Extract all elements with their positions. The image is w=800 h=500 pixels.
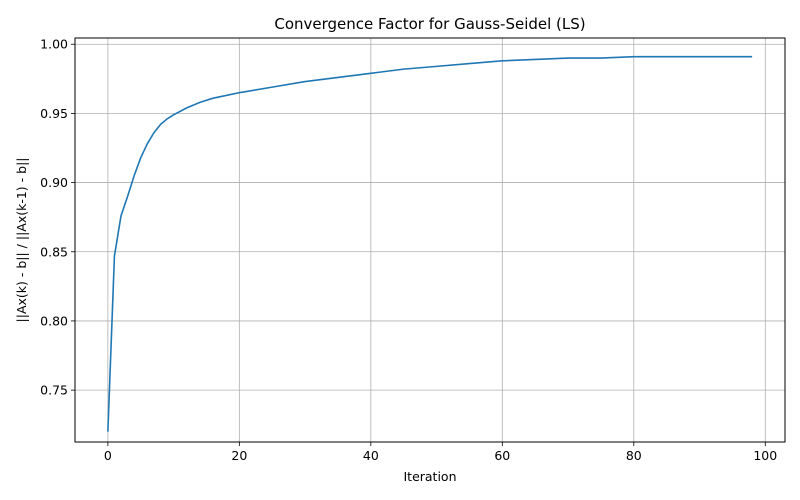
x-tick-label: 60	[494, 448, 510, 463]
ticks: 0 20 40 60 80 100 0.75 0.80 0.85 0.90 0.95 1.00	[40, 37, 777, 463]
x-tick-label: 0	[104, 448, 112, 463]
y-tick-label: 0.90	[40, 175, 68, 190]
series-line	[107, 55, 753, 432]
x-tick-label: 40	[363, 448, 379, 463]
y-tick-label: 1.00	[40, 37, 68, 52]
series-layer	[107, 55, 753, 432]
y-axis-label: ||Ax(k) - b|| / ||Ax(k-1) - b||	[14, 158, 29, 323]
y-tick-label: 0.85	[40, 244, 68, 259]
x-tick-label: 80	[626, 448, 642, 463]
x-tick-label: 20	[231, 448, 247, 463]
chart-title: Convergence Factor for Gauss-Seidel (LS)	[274, 15, 585, 33]
x-tick-label: 100	[753, 448, 777, 463]
x-axis-label: Iteration	[403, 469, 456, 484]
y-tick-label: 0.75	[40, 383, 68, 398]
y-tick-label: 0.95	[40, 106, 68, 121]
y-tick-label: 0.80	[40, 313, 68, 328]
grid	[75, 38, 785, 442]
plot-frame	[74, 37, 786, 443]
